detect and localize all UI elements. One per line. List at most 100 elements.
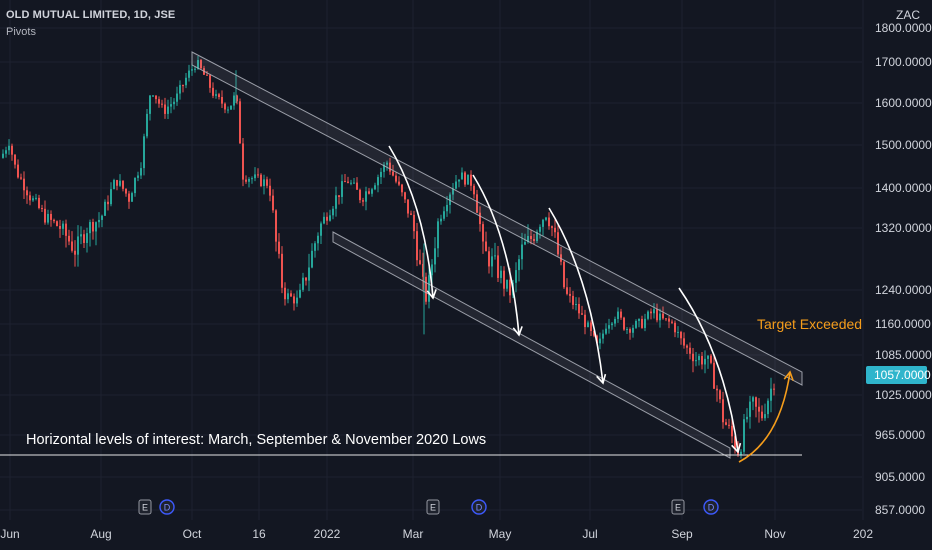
candle-body: [305, 277, 307, 281]
candle-body: [212, 87, 214, 96]
candle-body: [752, 397, 754, 402]
x-tick-label: 202: [853, 527, 873, 541]
candle-body: [392, 171, 394, 176]
candle-body: [683, 338, 685, 346]
candle-body: [335, 195, 337, 209]
candle-body: [488, 251, 490, 267]
candle-body: [287, 293, 289, 300]
candle-body: [407, 199, 409, 214]
candle-body: [503, 270, 505, 289]
candlesticks: [2, 56, 775, 459]
candle-body: [182, 85, 184, 87]
candle-body: [221, 97, 223, 104]
candle-body: [173, 101, 175, 105]
candle-body: [545, 217, 547, 220]
y-tick-label: 857.0000: [875, 503, 925, 517]
candle-body: [128, 193, 130, 202]
candle-body: [323, 216, 325, 224]
candle-body: [227, 109, 229, 111]
candle-body: [536, 231, 538, 241]
candle-body: [245, 179, 247, 182]
candle-body: [263, 179, 265, 187]
candle-body: [476, 194, 478, 213]
candle-body: [578, 304, 580, 314]
y-tick-label: 1085.0000: [875, 348, 932, 362]
candle-body: [575, 304, 577, 306]
swing-arrow: [548, 207, 604, 384]
candle-body: [458, 179, 460, 182]
earnings-marker: [671, 499, 685, 515]
candle-body: [608, 325, 610, 329]
event-marker-label: D: [708, 503, 715, 513]
candle-body: [590, 322, 592, 332]
horizontal-levels-note: Horizontal levels of interest: March, Se…: [26, 432, 486, 448]
candle-body: [491, 256, 493, 267]
candle-body: [701, 356, 703, 365]
candle-body: [479, 212, 481, 225]
candle-body: [587, 322, 589, 328]
candle-body: [188, 70, 190, 78]
candle-body: [581, 313, 583, 315]
candle-body: [443, 211, 445, 219]
indicator-label[interactable]: Pivots: [6, 26, 36, 38]
candle-body: [146, 113, 148, 137]
candle-body: [293, 296, 295, 304]
candle-body: [482, 224, 484, 242]
candle-body: [497, 255, 499, 278]
candle-body: [707, 355, 709, 359]
candle-body: [371, 189, 373, 194]
candle-body: [647, 311, 649, 319]
event-marker-label: E: [142, 503, 148, 513]
candle-body: [734, 436, 736, 449]
candle-body: [377, 177, 379, 186]
x-tick-label: Jun: [0, 527, 19, 541]
candle-body: [161, 103, 163, 105]
candle-body: [209, 75, 211, 88]
candle-body: [761, 411, 763, 419]
candle-body: [554, 227, 556, 233]
candle-body: [191, 69, 193, 71]
candle-body: [290, 293, 292, 297]
candle-body: [257, 174, 259, 176]
event-marker-label: E: [675, 503, 681, 513]
candle-body: [242, 143, 244, 180]
time-axis[interactable]: Jun Aug Oct 16 2022 Mar May Jul Sep Nov 202: [0, 527, 873, 541]
candle-body: [524, 242, 526, 245]
event-marker-label: D: [476, 503, 483, 513]
candle-body: [65, 223, 67, 236]
candle-body: [149, 95, 151, 114]
candle-body: [668, 318, 670, 322]
candle-body: [419, 260, 421, 264]
swing-arrow: [678, 287, 739, 453]
candle-body: [356, 182, 358, 190]
candle-body: [278, 241, 280, 254]
candle-body: [428, 275, 430, 302]
candle-body: [452, 188, 454, 195]
dividend-marker: [159, 499, 175, 515]
candle-body: [767, 400, 769, 415]
candle-body: [416, 231, 418, 261]
candle-body: [29, 195, 31, 201]
candle-body: [764, 414, 766, 419]
candle-body: [350, 182, 352, 184]
earnings-marker: [426, 499, 440, 515]
swing-arrowhead: [512, 326, 523, 337]
candle-body: [434, 248, 436, 265]
candle-body: [638, 318, 640, 321]
candle-body: [194, 68, 196, 70]
candle-body: [119, 180, 121, 186]
candle-body: [704, 358, 706, 365]
candle-body: [137, 175, 139, 178]
currency-label: ZAC: [896, 8, 920, 22]
y-tick-label: 1600.0000: [875, 96, 932, 110]
candle-body: [539, 226, 541, 232]
candle-body: [125, 188, 127, 194]
swing-arrowhead: [426, 289, 437, 300]
candle-body: [500, 270, 502, 278]
candle-body: [41, 208, 43, 210]
candle-body: [398, 181, 400, 185]
price-axis[interactable]: 857.0000 905.0000 965.0000 1025.0000 1085.00…: [875, 21, 932, 517]
upper-channel-band: [191, 51, 803, 386]
grid-lines: [0, 0, 864, 520]
